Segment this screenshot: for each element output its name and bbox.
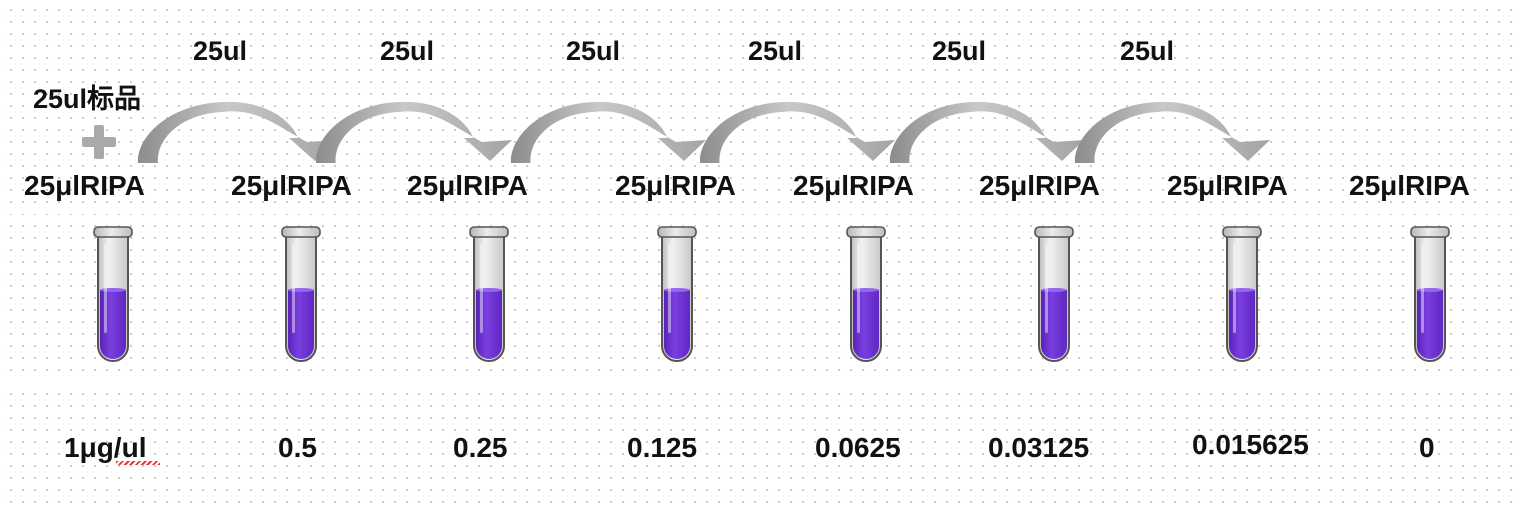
buffer-label-4: 25μlRIPA (615, 170, 736, 201)
concentration-label-4: 0.125 (627, 432, 698, 463)
buffer-label-3: 25μlRIPA (407, 170, 528, 201)
test-tube-icon (281, 226, 321, 362)
concentration-label-3: 0.25 (453, 432, 508, 463)
concentration-label-5: 0.0625 (815, 432, 901, 463)
test-tube-icon (1410, 226, 1450, 362)
spellcheck-underline (116, 461, 160, 465)
buffer-label-2: 25μlRIPA (231, 170, 352, 201)
background-band (0, 376, 1514, 384)
curved-arrow-icon (137, 101, 337, 163)
concentration-label-7: 0.015625 (1192, 429, 1309, 460)
concentration-label-8: 0 (1419, 432, 1435, 463)
transfer-label-6: 25ul (1120, 36, 1175, 66)
concentration-label-1: 1μg/ul (64, 432, 147, 463)
background-band (0, 206, 1514, 214)
test-tube-icon (657, 226, 697, 362)
plus-icon (82, 125, 116, 159)
buffer-label-8: 25μlRIPA (1349, 170, 1470, 201)
concentration-label-2: 0.5 (278, 432, 317, 463)
buffer-label-1: 25μlRIPA (24, 170, 145, 201)
transfer-label-3: 25ul (566, 36, 621, 66)
test-tube-icon (1222, 226, 1262, 362)
buffer-label-7: 25μlRIPA (1167, 170, 1288, 201)
transfer-label-2: 25ul (380, 36, 435, 66)
transfer-label-5: 25ul (932, 36, 987, 66)
test-tube-icon (93, 226, 133, 362)
test-tube-icon (846, 226, 886, 362)
test-tube-icon (1034, 226, 1074, 362)
curved-arrow-icon (1074, 101, 1270, 163)
curved-arrow-icon (315, 101, 512, 163)
transfer-label-4: 25ul (748, 36, 803, 66)
curved-arrow-icon (699, 101, 895, 163)
concentration-label-6: 0.03125 (988, 432, 1090, 463)
standard-label: 25ul标品 (33, 84, 142, 114)
curved-arrow-icon (510, 101, 706, 163)
transfer-label-1: 25ul (193, 36, 248, 66)
buffer-label-6: 25μlRIPA (979, 170, 1100, 201)
test-tube-icon (469, 226, 509, 362)
buffer-label-5: 25μlRIPA (793, 170, 914, 201)
curved-arrow-icon (889, 101, 1084, 163)
